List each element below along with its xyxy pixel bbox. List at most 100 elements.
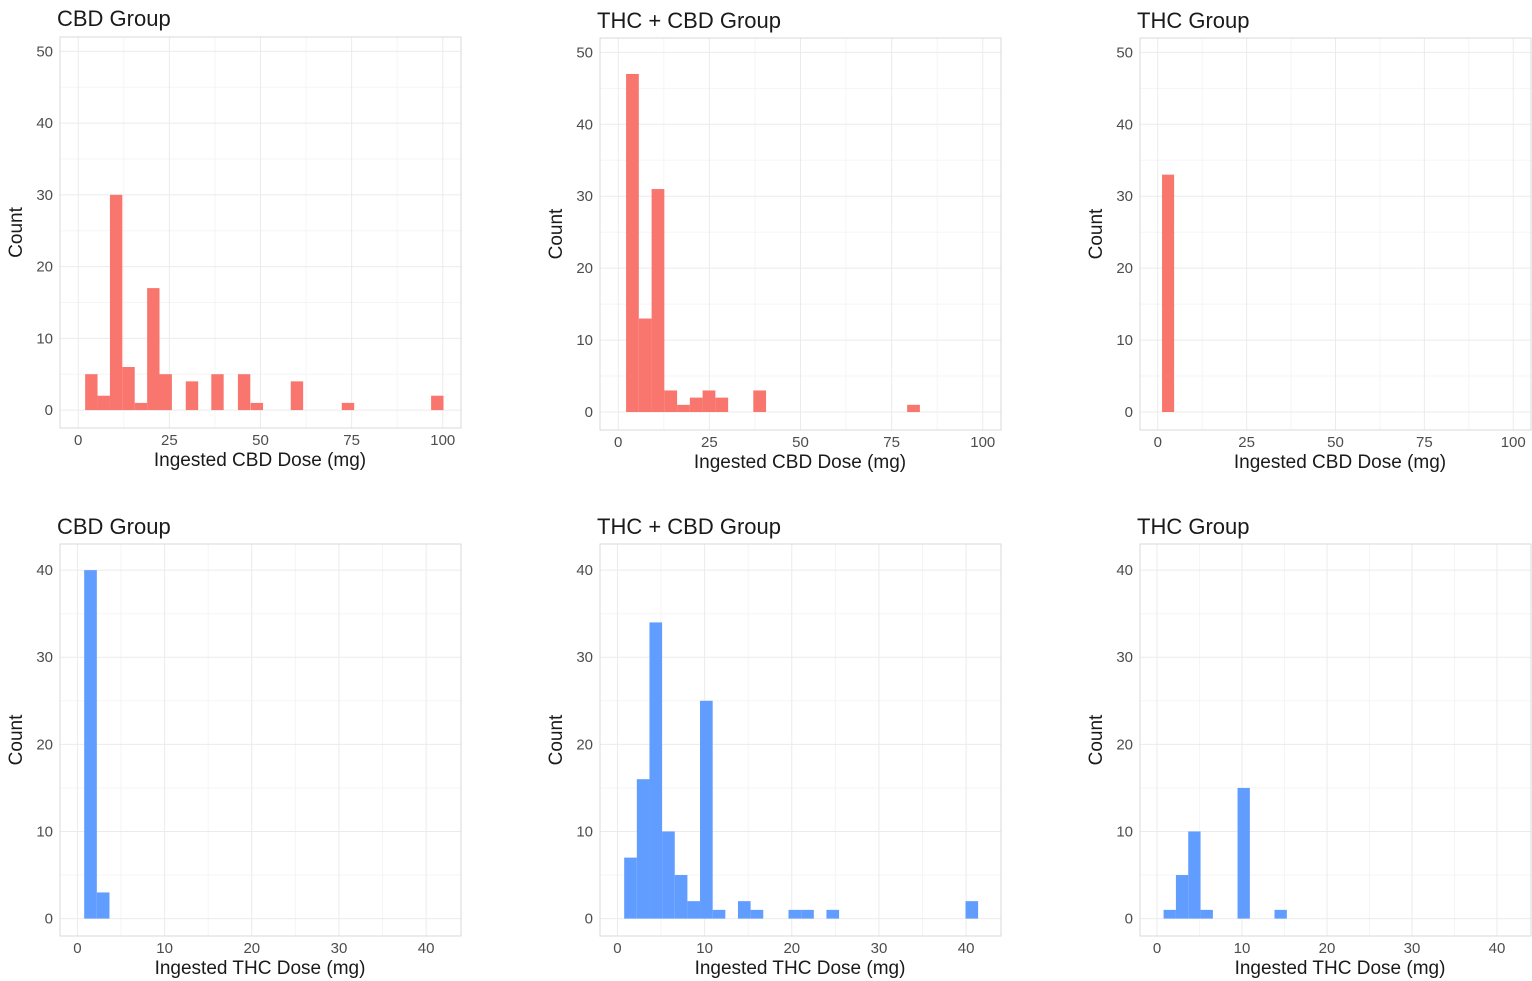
x-axis-label: Ingested THC Dose (mg) (155, 958, 366, 979)
x-tick-label: 0 (1154, 434, 1162, 451)
x-tick-label: 100 (970, 434, 995, 451)
x-tick-label: 75 (1416, 434, 1433, 451)
histogram-bar (664, 390, 678, 413)
x-tick-label: 0 (1153, 940, 1161, 957)
histogram-bar (1175, 875, 1189, 919)
y-tick-label: 0 (585, 404, 593, 421)
x-tick-label: 100 (1501, 434, 1526, 451)
histogram-bar (712, 909, 726, 919)
y-axis-label: Count (6, 714, 27, 765)
histogram-panel-6: 0 10 20 30 40 0 10 20 30 40 THC Group Ingested THC … (1086, 514, 1532, 979)
histogram-bar (159, 374, 172, 411)
histogram-bar (674, 875, 688, 919)
chart-title: CBD Group (57, 514, 171, 539)
panel-border (1139, 543, 1532, 937)
histogram-bar (826, 909, 840, 919)
y-tick-label: 10 (1116, 332, 1133, 349)
histogram-bar (1163, 909, 1176, 919)
histogram-bar (700, 700, 713, 919)
x-tick-label: 30 (1404, 940, 1421, 957)
y-axis-label: Count (1086, 208, 1107, 259)
y-tick-label: 0 (1125, 404, 1133, 421)
y-tick-label: 10 (36, 823, 53, 840)
x-tick-label: 25 (161, 432, 178, 449)
y-tick-label: 20 (576, 736, 593, 753)
histogram-bar (702, 390, 716, 413)
y-axis-label: Count (1086, 714, 1107, 765)
y-tick-label: 40 (1116, 116, 1133, 133)
x-axis-label: Ingested THC Dose (mg) (1235, 958, 1446, 979)
x-tick-label: 25 (701, 434, 718, 451)
y-tick-label: 10 (576, 332, 593, 349)
x-tick-label: 0 (613, 940, 621, 957)
y-tick-label: 40 (576, 116, 593, 133)
x-tick-label: 10 (1234, 940, 1251, 957)
histogram-bar (715, 397, 729, 413)
histogram-bar (97, 395, 110, 411)
x-tick-label: 75 (343, 432, 360, 449)
histogram-bar (649, 622, 663, 919)
x-tick-label: 20 (243, 940, 260, 957)
histogram-bar (1200, 909, 1213, 919)
histogram-bar (109, 194, 123, 411)
y-tick-label: 40 (576, 562, 593, 579)
x-axis-label: Ingested CBD Dose (mg) (1234, 452, 1446, 473)
panel-border (599, 543, 1002, 937)
y-tick-label: 50 (1116, 44, 1133, 61)
y-tick-label: 50 (36, 43, 53, 60)
histogram-bar (689, 397, 703, 413)
y-tick-label: 10 (1116, 823, 1133, 840)
y-tick-label: 30 (576, 188, 593, 205)
panel-border (599, 37, 1002, 431)
y-tick-label: 20 (36, 736, 53, 753)
chart-title: THC Group (1137, 8, 1249, 33)
histogram-bar (965, 901, 979, 919)
histogram-bar (122, 367, 135, 411)
x-tick-label: 50 (252, 432, 269, 449)
x-axis-label: Ingested CBD Dose (mg) (694, 452, 906, 473)
chart-title: THC + CBD Group (597, 8, 781, 33)
chart-title: THC + CBD Group (597, 514, 781, 539)
x-tick-label: 10 (156, 940, 173, 957)
histogram-bar (84, 570, 97, 919)
histogram-bar (96, 892, 110, 919)
x-tick-label: 0 (73, 940, 81, 957)
y-axis-label: Count (6, 206, 27, 257)
histogram-bar (750, 909, 764, 919)
x-axis-label: Ingested CBD Dose (mg) (154, 450, 366, 471)
histogram-bar (624, 857, 637, 919)
panel-border (59, 36, 462, 429)
histogram-bar (687, 901, 701, 919)
y-tick-label: 20 (1116, 260, 1133, 277)
x-tick-label: 50 (1327, 434, 1344, 451)
chart-title: CBD Group (57, 6, 171, 31)
x-tick-label: 30 (331, 940, 348, 957)
y-tick-label: 50 (576, 44, 593, 61)
x-tick-label: 40 (1489, 940, 1506, 957)
y-tick-label: 30 (1116, 188, 1133, 205)
y-tick-label: 0 (585, 911, 593, 928)
histogram-bar (211, 374, 224, 411)
histogram-bar (185, 381, 199, 411)
y-tick-label: 30 (576, 649, 593, 666)
y-tick-label: 0 (1125, 911, 1133, 928)
histogram-bar (85, 374, 98, 411)
histogram-bar (134, 402, 148, 411)
x-axis-label: Ingested THC Dose (mg) (695, 958, 906, 979)
y-axis-label: Count (546, 714, 567, 765)
x-tick-label: 0 (614, 434, 622, 451)
histogram-bar (290, 381, 304, 411)
histogram-bar (662, 831, 675, 919)
y-axis-label: Count (546, 208, 567, 259)
histogram-bar (638, 318, 652, 413)
y-tick-label: 0 (45, 911, 53, 928)
x-tick-label: 30 (871, 940, 888, 957)
chart-title: THC Group (1137, 514, 1249, 539)
y-tick-label: 40 (36, 115, 53, 132)
y-tick-label: 10 (576, 823, 593, 840)
y-tick-label: 20 (1116, 736, 1133, 753)
y-tick-label: 30 (36, 649, 53, 666)
histogram-bar (651, 189, 665, 413)
